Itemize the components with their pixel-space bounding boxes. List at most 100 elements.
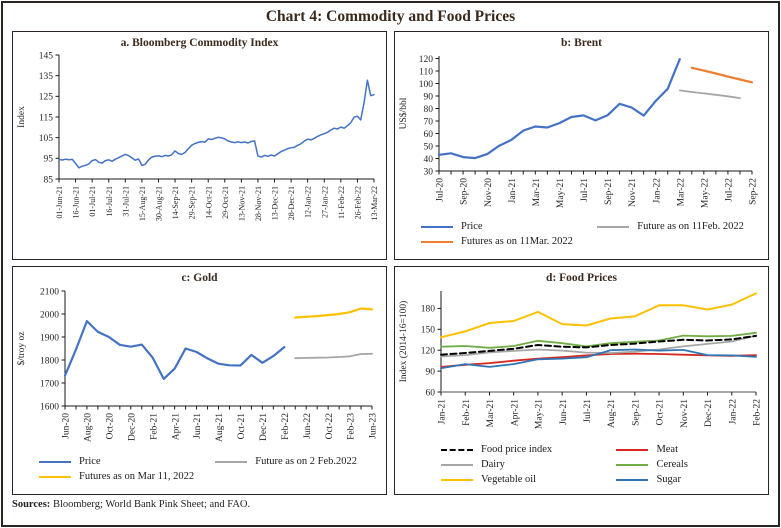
y-axis-title: Index — [17, 106, 27, 128]
series-line — [58, 79, 375, 169]
x-tick-label: 15-Aug-21 — [138, 186, 147, 221]
x-tick-label: 14-Sep-21 — [171, 186, 180, 219]
x-tick-label: Sep-21 — [631, 399, 641, 426]
x-tick-label: Sep-20 — [460, 178, 470, 205]
y-tick-label: 150 — [421, 326, 436, 336]
axes — [61, 290, 373, 410]
x-tick-label: Jul-20 — [436, 178, 446, 202]
legend-item: Futures as on Mar 11, 2022 — [39, 470, 215, 484]
legend-label: Sugar — [656, 474, 681, 485]
x-tick-label: Jun-20 — [62, 413, 72, 439]
legend-label: Price — [79, 456, 101, 467]
panel-food-prices: d: Food Prices 60 90 120 150 180 Jan-21 Feb-21… — [394, 266, 769, 495]
x-tick-label: 27-Jan-22 — [320, 186, 329, 218]
legend-swatch — [441, 464, 473, 466]
y-axis-title: Index (2014-16=100) — [398, 301, 409, 383]
x-tick-label: Nov-21 — [680, 399, 690, 428]
y-axis-title: US$/bbl — [398, 97, 409, 129]
x-tick-label: 13-Mar-22 — [370, 186, 379, 221]
legend-item: Dairy — [441, 458, 616, 472]
legend-swatch — [616, 479, 649, 481]
x-tick-label: Jun-21 — [559, 399, 569, 425]
x-tick-label: Aug-21 — [607, 399, 617, 428]
x-tick-label: Feb-21 — [149, 413, 159, 440]
x-tick-label: Feb-21 — [462, 399, 472, 426]
x-tick-label: 28-Dec-21 — [287, 186, 296, 220]
y-tick-label: 60 — [424, 130, 434, 140]
food-prices-chart-canvas: 60 90 120 150 180 Jan-21 Feb-21 Mar-21 Apr-21 May… — [398, 291, 763, 429]
y-tick-label: 40 — [424, 155, 434, 165]
x-tick-label: Jul-21 — [583, 399, 593, 423]
x-tick-label: 29-Sep-21 — [188, 186, 197, 219]
x-tick-label: Sep-21 — [604, 178, 614, 205]
series-line — [440, 331, 757, 349]
gold-chart-canvas: 1600 1700 1800 1900 2000 2100 Jun-20 Aug-20 Oct-… — [16, 287, 379, 442]
panel-b-title: b: Brent — [561, 37, 602, 49]
axes — [55, 54, 375, 183]
gold-legend: Price Future as on 2 Feb.2022 Futures as o… — [13, 455, 386, 484]
panel-c-title: c: Gold — [181, 272, 218, 284]
y-tick-label: 125 — [39, 93, 54, 103]
x-tick-label: Dec-21 — [704, 399, 714, 427]
x-tick-label: Feb-22 — [753, 399, 763, 426]
y-tick-label: 1600 — [40, 402, 59, 412]
series-line — [440, 334, 757, 356]
legend-label: Dairy — [481, 459, 505, 470]
y-tick-label: 1900 — [40, 333, 59, 343]
y-tick-label: 30 — [424, 167, 434, 177]
x-tick-label: 28-Nov-21 — [254, 186, 263, 221]
y-tick-label: 1800 — [40, 356, 59, 366]
panel-a-title: a. Bloomberg Commodity Index — [120, 37, 279, 49]
x-tick-label: 29-Oct-21 — [221, 186, 230, 219]
legend-swatch — [441, 479, 473, 481]
x-tick-label: Dec-21 — [259, 413, 269, 441]
legend-swatch — [39, 461, 71, 463]
legend-label: Vegetable oil — [481, 474, 537, 485]
y-tick-label: 105 — [39, 134, 54, 144]
x-tick-label: May-22 — [700, 178, 710, 208]
legend-swatch — [215, 461, 248, 463]
x-tick-label: Nov-20 — [484, 178, 494, 207]
series-line — [678, 89, 741, 99]
y-tick-label: 180 — [421, 305, 436, 315]
legend-swatch — [39, 476, 71, 478]
y-tick-label: 145 — [39, 51, 54, 61]
legend-label: Food price index — [481, 444, 553, 455]
legend-swatch — [421, 226, 453, 228]
legend-label: Meat — [656, 444, 679, 455]
legend-item: Sugar — [616, 473, 760, 487]
x-tick-label: Feb-23 — [347, 413, 357, 440]
x-tick-label: 13-Nov-21 — [237, 186, 246, 221]
y-tick-label: 90 — [424, 92, 434, 102]
y-tick-label: 50 — [424, 142, 434, 152]
legend-item: Price — [421, 220, 597, 234]
panel-bloomberg-commodity-index: a. Bloomberg Commodity Index 85 95 105 115 1… — [12, 31, 387, 260]
panel-brent: b: Brent 30 40 50 60 70 80 90 100 110 120 Jul-20 Se… — [394, 31, 769, 260]
y-tick-label: 115 — [39, 113, 53, 123]
x-tick-label: May-21 — [535, 399, 545, 429]
series-line — [294, 307, 374, 319]
x-tick-label: Mar-22 — [676, 178, 686, 207]
x-tick-label: 14-Oct-21 — [204, 186, 213, 219]
x-tick-label: Apr-21 — [510, 399, 520, 426]
y-tick-label: 2000 — [40, 310, 59, 320]
x-tick-label: Oct-22 — [325, 413, 335, 440]
sources-note: Sources: Bloomberg; World Bank Pink Shee… — [12, 499, 769, 510]
y-tick-label: 2100 — [40, 287, 59, 297]
x-tick-label: Mar-21 — [486, 399, 496, 428]
series-line — [440, 352, 757, 368]
legend-swatch — [616, 449, 649, 451]
x-tick-label: 12-Jan-22 — [304, 186, 313, 218]
food-prices-legend: Food price index Meat Dairy Cereals Vegetabl… — [395, 443, 768, 487]
x-tick-label: May-21 — [556, 178, 566, 208]
legend-label: Futures as on 11Mar. 2022 — [461, 236, 573, 247]
x-tick-label: Mar-21 — [532, 178, 542, 207]
x-tick-label: Sep-22 — [749, 178, 759, 205]
x-tick-label: 11-Feb-22 — [337, 186, 346, 219]
y-tick-label: 80 — [424, 105, 434, 115]
y-tick-label: 70 — [424, 117, 434, 127]
x-tick-label: Oct-20 — [105, 413, 115, 440]
series-line — [294, 352, 373, 360]
series-line — [440, 348, 757, 370]
sources-text: Bloomberg; World Bank Pink Sheet; and FA… — [50, 499, 251, 510]
